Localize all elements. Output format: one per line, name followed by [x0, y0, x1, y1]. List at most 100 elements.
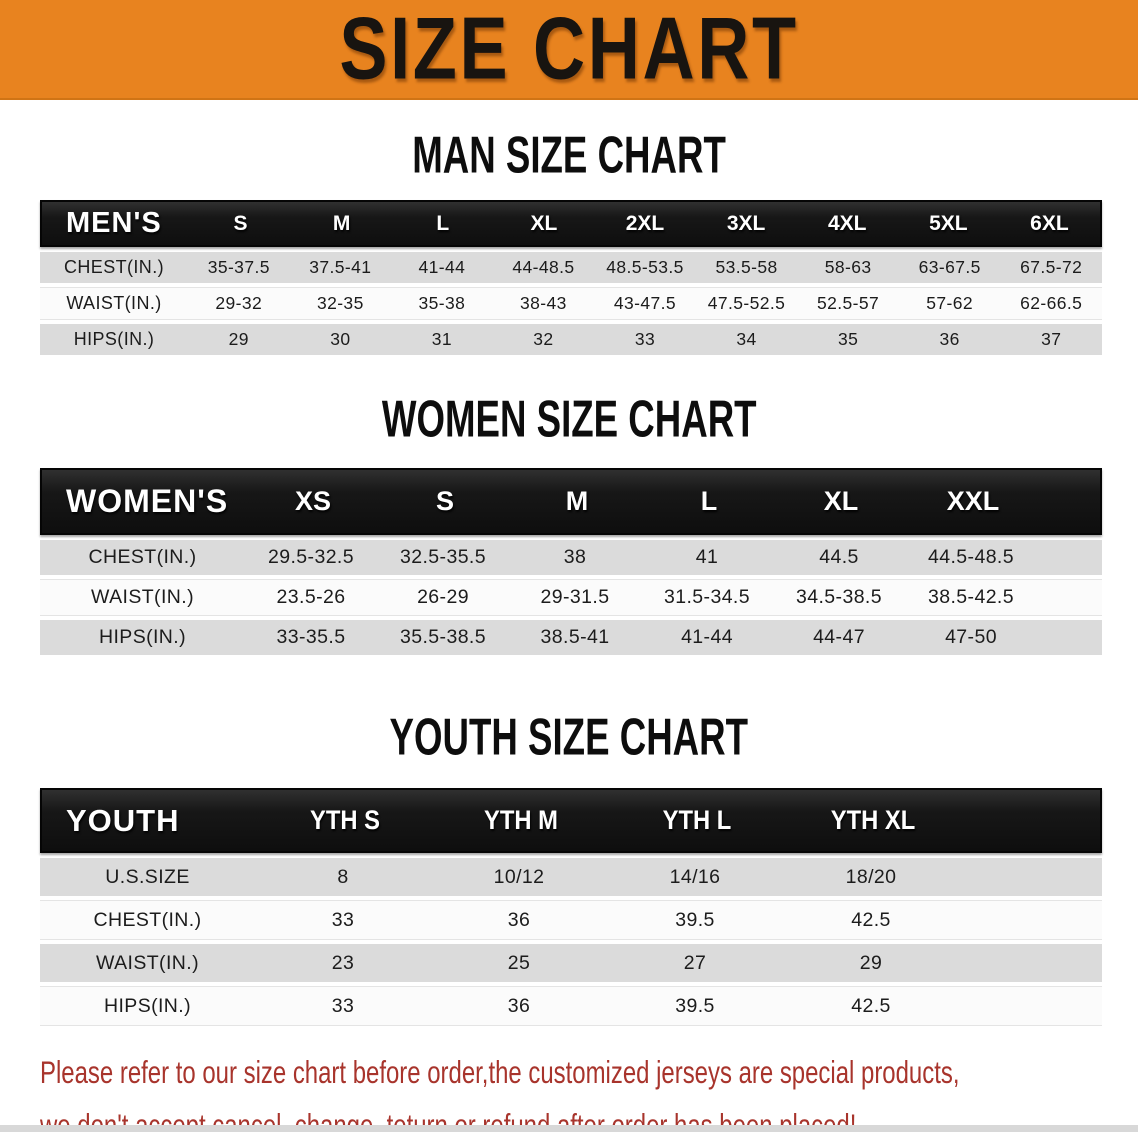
- size-cell: 41-44: [418, 257, 466, 277]
- size-column-header: XXL: [946, 486, 1000, 516]
- table-row: CHEST(IN.) 35-37.5 37.5-41 41-44 44-48.5 48.5…: [40, 252, 1102, 283]
- row-label: WAIST(IN.): [96, 951, 199, 974]
- size-cell: 53.5-58: [715, 257, 778, 277]
- row-label: WAIST(IN.): [91, 586, 194, 608]
- row-label: HIPS(IN.): [103, 994, 192, 1017]
- size-cell: 33-35.5: [276, 626, 346, 648]
- size-cell: 27: [683, 951, 707, 974]
- man-size-chart-section: MAN SIZE CHART MEN'S S M L XL 2XL 3XL 4XL 5XL 6XL…: [0, 125, 1138, 355]
- size-cell: 39.5: [675, 908, 715, 931]
- size-cell: 32: [533, 329, 554, 349]
- women-section-heading-text: WOMEN SIZE CHART: [381, 389, 757, 448]
- row-label: CHEST(IN.): [88, 546, 197, 568]
- size-chart-banner: SIZE CHART: [0, 0, 1138, 100]
- size-cell: 32-35: [316, 293, 364, 313]
- youth-size-chart-section: YOUTH SIZE CHART YOUTH YTH S YTH M YTH L YTH…: [0, 707, 1138, 1025]
- size-column-header: XL: [530, 211, 558, 235]
- size-column-header: 3XL: [726, 211, 766, 235]
- size-cell: 38-43: [520, 293, 567, 313]
- row-label: CHEST(IN.): [64, 257, 164, 277]
- size-column-header: YTH S: [310, 805, 380, 835]
- size-cell: 44.5: [819, 546, 859, 568]
- row-label: WAIST(IN.): [66, 293, 162, 313]
- size-column-header: M: [565, 486, 589, 516]
- size-cell: 33: [331, 908, 355, 931]
- size-cell: 48.5-53.5: [606, 257, 684, 277]
- size-cell: 32.5-35.5: [400, 546, 486, 568]
- size-cell: 42.5: [851, 908, 891, 931]
- size-cell: 18/20: [845, 865, 897, 888]
- size-column-header: 5XL: [929, 211, 968, 235]
- bottom-edge-strip: [0, 1125, 1138, 1132]
- size-cell: 39.5: [675, 994, 715, 1017]
- womens-size-table: WOMEN'S XS S M L XL XXL CHEST(IN.) 29.5-32.5 32.5…: [40, 468, 1102, 655]
- size-cell: 47.5-52.5: [707, 293, 786, 313]
- size-cell: 62-66.5: [1020, 293, 1083, 313]
- youth-size-table: YOUTH YTH S YTH M YTH L YTH XL U.S.SIZE 8 10/12…: [40, 788, 1102, 1025]
- row-label: HIPS(IN.): [98, 626, 187, 648]
- size-cell: 38: [563, 546, 587, 568]
- size-cell: 63-67.5: [918, 257, 981, 277]
- size-cell: 47-50: [945, 626, 997, 648]
- size-cell: 29-32: [215, 293, 263, 313]
- size-cell: 38.5-41: [540, 626, 610, 648]
- size-column-header: XL: [823, 486, 859, 516]
- table-row: WAIST(IN.) 23 25 27 29: [40, 944, 1102, 982]
- table-row: HIPS(IN.) 29 30 31 32 33 34 35 36 37: [40, 324, 1102, 355]
- womens-header-label: WOMEN'S: [66, 483, 229, 519]
- mens-header-label: MEN'S: [66, 207, 162, 239]
- size-cell: 33: [331, 994, 355, 1017]
- size-cell: 25: [507, 951, 531, 974]
- size-cell: 37: [1041, 329, 1062, 349]
- youth-section-heading-text: YOUTH SIZE CHART: [389, 707, 749, 766]
- size-cell: 36: [507, 994, 531, 1017]
- table-row: HIPS(IN.) 33-35.5 35.5-38.5 38.5-41 41-44 44-…: [40, 620, 1102, 655]
- size-cell: 23: [331, 951, 355, 974]
- size-cell: 37.5-41: [309, 257, 372, 277]
- size-column-header: XS: [294, 486, 332, 516]
- order-note: Please refer to our size chart before or…: [0, 1049, 1138, 1132]
- size-cell: 29.5-32.5: [268, 546, 354, 568]
- size-cell: 38.5-42.5: [928, 586, 1014, 608]
- size-cell: 31: [431, 329, 453, 349]
- table-row: U.S.SIZE 8 10/12 14/16 18/20: [40, 858, 1102, 896]
- women-size-chart-section: WOMEN SIZE CHART WOMEN'S XS S M L XL XXL CHEST(…: [0, 389, 1138, 655]
- size-cell: 42.5: [851, 994, 891, 1017]
- order-note-line-1-text: Please refer to our size chart before or…: [40, 1054, 960, 1090]
- size-column-header: 4XL: [827, 211, 867, 235]
- size-cell: 29-31.5: [540, 586, 610, 608]
- size-column-header: S: [435, 486, 454, 516]
- man-section-heading-text: MAN SIZE CHART: [412, 125, 726, 184]
- table-row: CHEST(IN.) 29.5-32.5 32.5-35.5 38 41 44.5 44.5…: [40, 540, 1102, 575]
- size-column-header: M: [332, 211, 351, 235]
- size-cell: 29: [228, 329, 249, 349]
- size-cell: 35.5-38.5: [400, 626, 486, 648]
- table-row: WAIST(IN.) 29-32 32-35 35-38 38-43 43-47.5 47.…: [40, 288, 1102, 319]
- size-column-header: 6XL: [1030, 211, 1069, 235]
- size-column-header: L: [700, 486, 718, 516]
- youth-header-row: YOUTH YTH S YTH M YTH L YTH XL: [40, 788, 1102, 853]
- row-label: HIPS(IN.): [73, 329, 155, 349]
- table-row: CHEST(IN.) 33 36 39.5 42.5: [40, 901, 1102, 939]
- row-label: U.S.SIZE: [105, 865, 190, 888]
- size-cell: 44.5-48.5: [928, 546, 1014, 568]
- size-cell: 41: [695, 546, 719, 568]
- order-note-line-1: Please refer to our size chart before or…: [40, 1049, 1138, 1102]
- size-cell: 31.5-34.5: [664, 586, 750, 608]
- size-column-header: YTH M: [484, 805, 558, 835]
- man-section-heading: MAN SIZE CHART: [0, 125, 1138, 184]
- banner-title: SIZE CHART: [339, 0, 799, 98]
- size-column-header: YTH XL: [830, 805, 916, 835]
- women-section-heading: WOMEN SIZE CHART: [0, 389, 1138, 448]
- size-cell: 23.5-26: [276, 586, 346, 608]
- size-cell: 57-62: [926, 293, 974, 313]
- size-cell: 35-38: [418, 293, 466, 313]
- youth-header-label: YOUTH: [66, 802, 180, 838]
- size-cell: 34: [736, 329, 757, 349]
- size-cell: 34.5-38.5: [796, 586, 882, 608]
- mens-header-row: MEN'S S M L XL 2XL 3XL 4XL 5XL 6XL: [40, 200, 1102, 247]
- size-cell: 14/16: [669, 865, 721, 888]
- size-cell: 44-48.5: [512, 257, 575, 277]
- youth-section-heading: YOUTH SIZE CHART: [0, 707, 1138, 766]
